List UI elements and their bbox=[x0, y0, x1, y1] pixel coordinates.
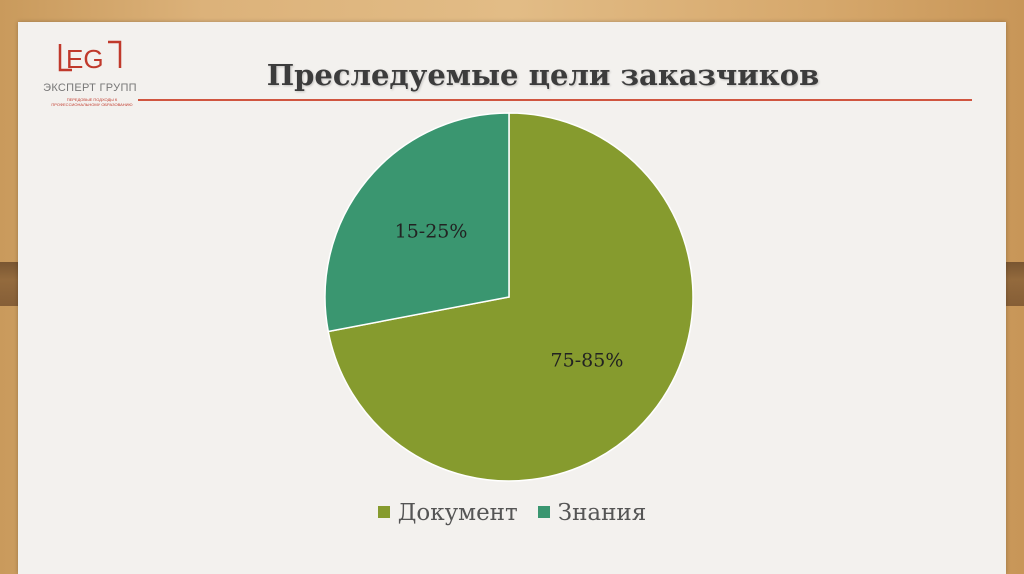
logo-tagline-line1: ПЕРЕДОВЫЕ ПОДХОДЫ К bbox=[66, 97, 118, 102]
pie-slices bbox=[324, 112, 694, 482]
pie-labels: 75-85% 15-25% bbox=[395, 220, 624, 371]
pie-slice-1 bbox=[327, 112, 694, 482]
logo-mark-icon: EG bbox=[58, 40, 122, 74]
legend-swatch-2 bbox=[537, 506, 550, 518]
legend-swatch-1 bbox=[377, 506, 390, 518]
legend-label-2: Знания bbox=[557, 500, 647, 526]
chart-legend: Документ Знания bbox=[18, 500, 1006, 526]
legend-item-2: Знания bbox=[537, 500, 647, 526]
legend-label-1: Документ bbox=[397, 500, 518, 526]
logo-tagline-line2: ПРОФЕССИОНАЛЬНОМУ ОБРАЗОВАНИЮ bbox=[51, 102, 133, 107]
slide: EG ЭКСПЕРТ ГРУПП ПЕРЕДОВЫЕ ПОДХОДЫ К ПРО… bbox=[18, 22, 1006, 574]
legend-item-1: Документ bbox=[377, 500, 518, 526]
company-logo: EG ЭКСПЕРТ ГРУПП ПЕРЕДОВЫЕ ПОДХОДЫ К ПРО… bbox=[40, 40, 150, 120]
pie-chart: 75-85% 15-25% bbox=[324, 112, 694, 482]
title-divider bbox=[138, 99, 972, 101]
logo-name: ЭКСПЕРТ ГРУПП bbox=[43, 82, 137, 94]
pie-slice-2 bbox=[324, 112, 510, 333]
pie-data-label-2: 15-25% bbox=[395, 220, 468, 242]
logo-initials: EG bbox=[66, 44, 104, 74]
logo-tagline: ПЕРЕДОВЫЕ ПОДХОДЫ К ПРОФЕССИОНАЛЬНОМУ ОБ… bbox=[40, 97, 144, 107]
page-title: Преследуемые цели заказчиков bbox=[266, 58, 820, 92]
pie-data-label-1: 75-85% bbox=[551, 350, 624, 372]
